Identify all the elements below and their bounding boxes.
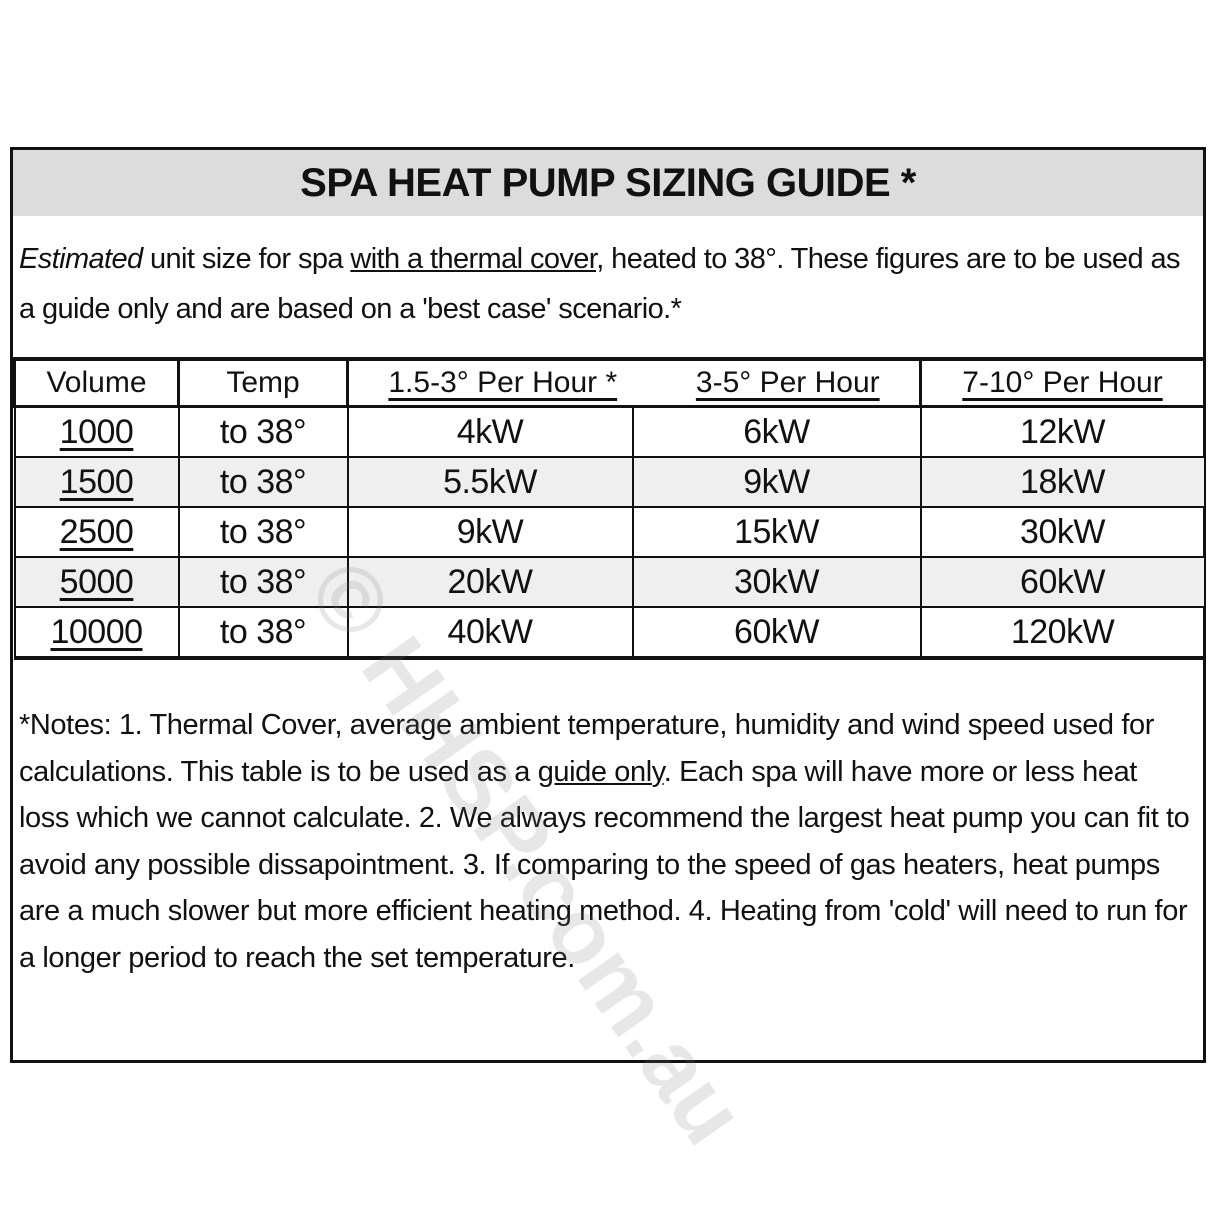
cell-rate-1: 5.5kW [346, 456, 634, 508]
cell-value: 10000 [50, 612, 143, 651]
cell-value: 120kW [1010, 612, 1115, 651]
page-title: SPA HEAT PUMP SIZING GUIDE * [13, 150, 1203, 216]
cell-value: 6kW [743, 412, 810, 451]
cell-rate-2: 6kW [631, 405, 922, 458]
table-header-row: Volume Temp 1.5-3° Per Hour * 3-5° Per Ho… [13, 357, 1207, 408]
cell-value: 9kW [456, 512, 524, 551]
header-rate-2: 3-5° Per Hour [695, 366, 880, 399]
cell-temp: to 38° [177, 606, 349, 659]
cell-temp: to 38° [177, 556, 349, 608]
cell-rate-2: 30kW [631, 556, 922, 608]
cell-temp: to 38° [177, 456, 349, 508]
cell-value: 12kW [1020, 412, 1105, 451]
cell-value: 4kW [456, 412, 524, 451]
notes-underlined: guide only [537, 755, 664, 788]
cell-rate-1: 20kW [346, 556, 634, 608]
cell-volume: 2500 [13, 506, 180, 558]
cell-volume: 5000 [13, 556, 180, 608]
table-row: 1000 to 38° 4kW 6kW 12kW [13, 405, 1206, 458]
cell-value: 20kW [447, 562, 533, 601]
cell-value: 15kW [734, 512, 819, 551]
header-rate-group: 1.5-3° Per Hour * 3-5° Per Hour [345, 357, 923, 408]
cell-rate-3: 18kW [919, 456, 1206, 508]
cell-rate-2: 9kW [631, 456, 922, 508]
header-temp: Temp [177, 357, 349, 408]
notes-text-2: . Each spa will have more or less heat l… [19, 755, 1190, 974]
cell-rate-3: 30kW [919, 506, 1206, 558]
cell-rate-1: 4kW [346, 405, 634, 458]
cell-value: to 38° [219, 512, 307, 551]
cell-value: 30kW [1020, 512, 1105, 551]
cell-rate-1: 9kW [346, 506, 634, 558]
cell-temp: to 38° [177, 405, 349, 458]
cell-value: 9kW [743, 462, 810, 501]
cell-value: to 38° [219, 612, 307, 651]
notes-text-1: *Notes: 1. Thermal Cover, average ambien… [19, 709, 1154, 788]
cell-value: 60kW [1020, 562, 1105, 601]
cell-value: 1000 [59, 412, 134, 451]
cell-rate-3: 120kW [919, 606, 1206, 659]
intro-text: Estimated unit size for spa with a therm… [19, 234, 1189, 334]
sizing-guide: SPA HEAT PUMP SIZING GUIDE * Estimated u… [10, 147, 1207, 1063]
intro-text-2: heated to 38°. These figures are to be u… [19, 243, 1180, 325]
cell-value: 1500 [59, 462, 134, 501]
header-rate-3-label: 7-10° Per Hour [962, 366, 1163, 399]
table-row: 10000 to 38° 40kW 60kW 120kW [13, 606, 1206, 659]
cell-value: to 38° [219, 412, 307, 451]
cell-value: 5000 [59, 562, 134, 601]
cell-value: 2500 [59, 512, 134, 551]
cell-temp: to 38° [177, 506, 349, 558]
sizing-table: Volume Temp 1.5-3° Per Hour * 3-5° Per Ho… [13, 357, 1207, 660]
cell-value: 5.5kW [443, 462, 537, 501]
cell-rate-1: 40kW [346, 606, 634, 659]
cell-value: 18kW [1020, 462, 1105, 501]
cell-value: 60kW [734, 612, 819, 651]
cell-value: 40kW [447, 612, 533, 651]
notes: *Notes: 1. Thermal Cover, average ambien… [19, 702, 1194, 981]
cell-volume: 1000 [13, 405, 180, 458]
cell-volume: 1500 [13, 456, 180, 508]
cell-volume: 10000 [13, 606, 180, 659]
table-row: 2500 to 38° 9kW 15kW 30kW [13, 506, 1206, 558]
header-volume: Volume [13, 357, 180, 408]
cell-rate-3: 60kW [919, 556, 1206, 608]
header-rate-1: 1.5-3° Per Hour * [388, 366, 618, 399]
cell-rate-2: 15kW [631, 506, 922, 558]
intro-underlined: with a thermal cover, [350, 243, 604, 275]
cell-value: 30kW [734, 562, 819, 601]
table-row: 5000 to 38° 20kW 30kW 60kW [13, 556, 1206, 608]
cell-rate-2: 60kW [631, 606, 922, 659]
table-row: 1500 to 38° 5.5kW 9kW 18kW [13, 456, 1206, 508]
intro-text-1: unit size for spa [142, 243, 351, 275]
cell-value: to 38° [219, 562, 307, 601]
intro-italic: Estimated [19, 243, 143, 275]
cell-rate-3: 12kW [919, 405, 1206, 458]
cell-value: to 38° [219, 462, 307, 501]
header-rate-3: 7-10° Per Hour [919, 357, 1207, 408]
